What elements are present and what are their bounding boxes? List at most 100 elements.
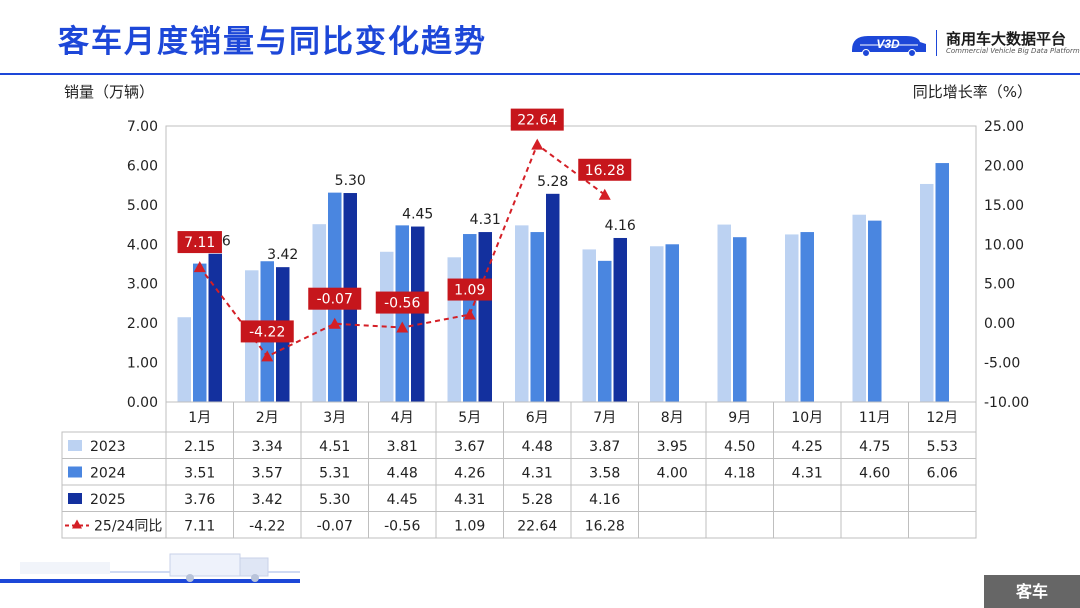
bar-2025-data-label: 4.45: [402, 207, 433, 223]
legend-label: 25/24同比: [94, 519, 162, 535]
table-cell: [840, 484, 909, 512]
legend-swatch-2025: [68, 493, 82, 504]
logo-english-name: Commercial Vehicle Big Data Platform: [946, 47, 1080, 55]
yoy-data-label: 7.11: [184, 235, 215, 251]
table-cell-value: -0.56: [384, 519, 420, 535]
table-cell-value: 5.28: [522, 492, 553, 508]
table-cell-value: 3.42: [252, 492, 283, 508]
logo-chinese-name: 商用车大数据平台: [946, 30, 1067, 48]
bar-2024: [193, 263, 207, 402]
bar-2025-data-label: 4.16: [605, 218, 636, 234]
table-cell-value: 4.16: [589, 492, 620, 508]
bar-2023: [380, 251, 394, 402]
yoy-marker: [598, 188, 611, 200]
table-cell-value: 4.31: [454, 492, 485, 508]
y-left-tick-label: 5.00: [127, 198, 158, 214]
yoy-label-box: [177, 231, 222, 254]
bar-2023: [852, 214, 866, 402]
table-cell: [773, 511, 842, 539]
table-cell-value: 1.09: [454, 519, 485, 535]
table-cell-value: 3.67: [454, 439, 485, 455]
table-cell: [908, 511, 977, 539]
table-cell-value: 4.48: [387, 466, 418, 482]
yoy-data-label: 22.64: [517, 113, 557, 129]
legend-label: 2025: [90, 492, 126, 508]
bar-2023: [582, 249, 596, 402]
x-tick-label: 4月: [391, 410, 414, 426]
x-tick-label: 5月: [458, 410, 481, 426]
table-cell-value: 3.58: [589, 466, 620, 482]
yoy-label-box: [510, 108, 564, 131]
header-divider: [0, 73, 1080, 75]
platform-logo: V3D 商用车大数据平台 Commercial Vehicle Big Data…: [848, 26, 1080, 60]
x-tick-label: 1月: [188, 410, 211, 426]
y-right-tick-label: 20.00: [984, 158, 1024, 174]
table-cell-value: 3.76: [184, 492, 215, 508]
table-cell-value: 3.81: [387, 439, 418, 455]
table-cell-value: 4.18: [724, 466, 755, 482]
bar-2024: [530, 232, 544, 402]
table-cell-value: 22.64: [517, 519, 557, 535]
y-left-tick-label: 0.00: [127, 395, 158, 411]
bar-2024: [733, 237, 747, 402]
yoy-data-label: 16.28: [585, 163, 625, 179]
bar-2024: [598, 260, 612, 402]
table-cell-value: 3.34: [252, 439, 283, 455]
x-tick-label: 9月: [728, 410, 751, 426]
bar-2023: [312, 224, 326, 402]
table-cell-value: 4.45: [387, 492, 418, 508]
bar-2024: [868, 220, 882, 402]
table-cell-value: 4.31: [792, 466, 823, 482]
y-left-tick-label: 3.00: [127, 277, 158, 293]
table-cell-value: 4.00: [657, 466, 688, 482]
yoy-data-label: 1.09: [454, 283, 485, 299]
logo-mark-text: V3D: [876, 37, 900, 51]
footer-category-tag: 客车: [984, 575, 1080, 608]
y-axis-right-label: 同比增长率（%）: [912, 83, 1032, 101]
y-right-tick-label: -5.00: [984, 356, 1020, 372]
yoy-label-box: [578, 158, 632, 181]
y-right-tick-label: 10.00: [984, 237, 1024, 253]
truck-decoration-icon: [0, 553, 300, 583]
bar-2025: [411, 226, 425, 402]
table-cell: [638, 484, 707, 512]
yoy-marker: [463, 308, 476, 320]
legend-label: 2024: [90, 466, 126, 482]
table-cell-value: 4.25: [792, 439, 823, 455]
table-cell-value: 4.26: [454, 466, 485, 482]
y-right-tick-label: 25.00: [984, 119, 1024, 135]
y-right-tick-label: 5.00: [984, 277, 1015, 293]
table-cell-value: 4.50: [724, 439, 755, 455]
bar-2024: [665, 244, 679, 402]
bar-2025: [546, 193, 560, 402]
table-cell: [705, 511, 774, 539]
x-tick-label: 7月: [593, 410, 616, 426]
table-cell-value: 4.48: [522, 439, 553, 455]
bar-2024: [935, 163, 949, 402]
logo-separator: [936, 30, 937, 56]
y-left-tick-label: 7.00: [127, 119, 158, 135]
yoy-label-box: [240, 320, 294, 343]
bar-2025-data-label: 3.42: [267, 247, 298, 263]
x-tick-label: 8月: [661, 410, 684, 426]
table-cell-value: -0.07: [317, 519, 353, 535]
yoy-data-label: -0.56: [384, 296, 420, 312]
table-cell-value: 3.51: [184, 466, 215, 482]
truck-logo-icon: V3D: [852, 36, 926, 57]
table-cell: [908, 484, 977, 512]
page-title: 客车月度销量与同比变化趋势: [58, 24, 487, 60]
y-left-tick-label: 2.00: [127, 316, 158, 332]
x-tick-label: 12月: [926, 410, 958, 426]
bar-2023: [650, 246, 664, 402]
legend-swatch-2024: [68, 466, 82, 478]
bar-2023: [785, 234, 799, 402]
table-cell-value: 3.95: [657, 439, 688, 455]
table-cell: [705, 484, 774, 512]
yoy-label-box: [447, 278, 492, 301]
table-cell-value: 5.53: [927, 439, 958, 455]
table-cell: [638, 511, 707, 539]
table-cell-value: 4.51: [319, 439, 350, 455]
bar-2025: [208, 253, 222, 402]
bar-2025: [478, 232, 492, 402]
